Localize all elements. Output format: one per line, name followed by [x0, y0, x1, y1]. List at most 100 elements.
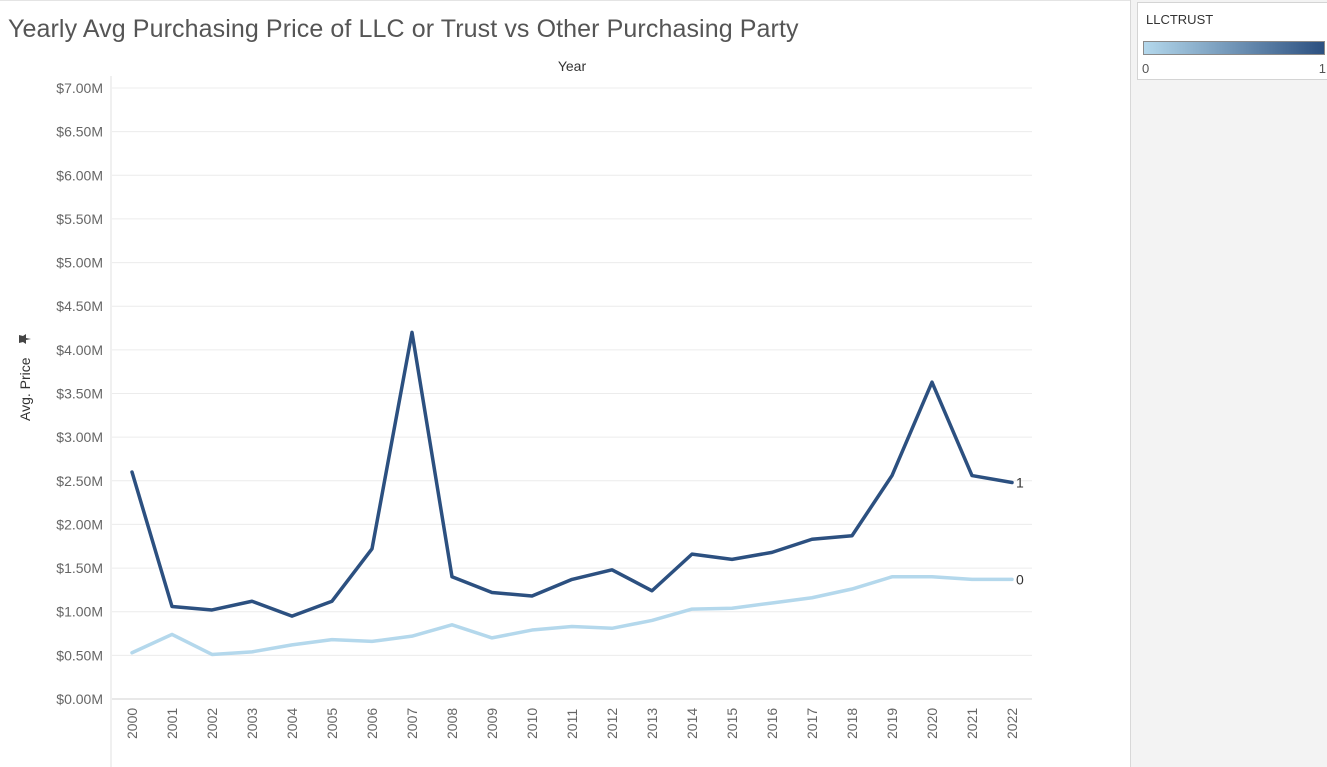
x-tick-label: 2008: [444, 708, 460, 739]
data-point[interactable]: [449, 622, 455, 628]
data-point[interactable]: [249, 649, 255, 655]
legend-gradient-bar: [1143, 41, 1325, 55]
top-border: [0, 0, 1130, 1]
color-legend[interactable]: LLCTRUST 0 1: [1137, 2, 1327, 80]
x-tick-label: 2019: [884, 708, 900, 739]
line-chart[interactable]: Year Avg. Price $0.00M $0.50M $1.00M $1.50M…: [0, 0, 1130, 767]
x-tick-label: 2010: [524, 708, 540, 739]
data-point[interactable]: [769, 600, 775, 606]
x-axis-ticks: 2000 2001 2002 2003 2004 2005 2006 2007 2008 2009…: [124, 708, 1020, 739]
x-tick-label: 2015: [724, 708, 740, 739]
data-point[interactable]: [169, 603, 175, 609]
data-point[interactable]: [649, 617, 655, 623]
data-point[interactable]: [889, 473, 895, 479]
right-pane: [1130, 0, 1327, 767]
data-point[interactable]: [809, 595, 815, 601]
x-tick-label: 2022: [1004, 708, 1020, 739]
legend-min-label: 0: [1142, 61, 1150, 76]
data-point[interactable]: [169, 631, 175, 637]
series-end-label: 1: [1016, 475, 1024, 491]
y-tick-label: $5.00M: [56, 255, 103, 271]
data-point[interactable]: [529, 593, 535, 599]
x-tick-label: 2002: [204, 708, 220, 739]
x-tick-label: 2005: [324, 708, 340, 739]
data-point[interactable]: [289, 642, 295, 648]
x-tick-label: 2001: [164, 708, 180, 739]
x-tick-label: 2011: [564, 709, 580, 739]
x-tick-label: 2006: [364, 708, 380, 739]
series-line-0[interactable]: [130, 575, 1014, 657]
series-end-labels: 01: [1016, 475, 1024, 588]
x-tick-label: 2009: [484, 708, 500, 739]
y-tick-label: $0.00M: [56, 691, 103, 707]
data-point[interactable]: [729, 605, 735, 611]
data-point[interactable]: [409, 633, 415, 639]
data-point[interactable]: [129, 469, 135, 475]
x-axis-header: Year: [558, 58, 587, 74]
data-point[interactable]: [529, 627, 535, 633]
data-point[interactable]: [329, 637, 335, 643]
data-point[interactable]: [329, 598, 335, 604]
data-point[interactable]: [729, 556, 735, 562]
y-tick-label: $3.00M: [56, 429, 103, 445]
pin-icon: [19, 334, 31, 344]
y-tick-label: $3.50M: [56, 386, 103, 402]
data-point[interactable]: [609, 625, 615, 631]
y-tick-label: $1.00M: [56, 604, 103, 620]
x-tick-label: 2016: [764, 708, 780, 739]
data-point[interactable]: [409, 329, 415, 335]
x-tick-label: 2021: [964, 708, 980, 739]
data-point[interactable]: [689, 551, 695, 557]
data-point[interactable]: [889, 574, 895, 580]
data-point[interactable]: [929, 379, 935, 385]
data-point[interactable]: [569, 624, 575, 630]
y-tick-label: $0.50M: [56, 647, 103, 663]
data-point[interactable]: [809, 536, 815, 542]
data-point[interactable]: [369, 638, 375, 644]
y-tick-label: $6.50M: [56, 124, 103, 140]
y-tick-label: $7.00M: [56, 80, 103, 96]
gridlines: [112, 87, 1032, 656]
y-tick-label: $4.00M: [56, 342, 103, 358]
data-point[interactable]: [849, 586, 855, 592]
series-line-1[interactable]: [130, 330, 1014, 618]
y-axis-title: Avg. Price: [17, 357, 33, 421]
x-tick-label: 2020: [924, 708, 940, 739]
data-point[interactable]: [209, 651, 215, 657]
data-point[interactable]: [449, 574, 455, 580]
x-tick-label: 2013: [644, 708, 660, 739]
data-point[interactable]: [569, 576, 575, 582]
x-tick-label: 2018: [844, 708, 860, 739]
data-point[interactable]: [209, 607, 215, 613]
data-point[interactable]: [1009, 576, 1015, 582]
data-point[interactable]: [489, 590, 495, 596]
data-point[interactable]: [969, 576, 975, 582]
data-point[interactable]: [489, 635, 495, 641]
x-tick-label: 2017: [804, 708, 820, 739]
data-point[interactable]: [929, 574, 935, 580]
data-point[interactable]: [849, 533, 855, 539]
data-point[interactable]: [969, 473, 975, 479]
y-tick-label: $5.50M: [56, 211, 103, 227]
y-tick-label: $2.00M: [56, 516, 103, 532]
legend-title: LLCTRUST: [1146, 12, 1214, 27]
data-point[interactable]: [649, 588, 655, 594]
x-tick-label: 2003: [244, 708, 260, 739]
data-point[interactable]: [689, 606, 695, 612]
data-point[interactable]: [289, 613, 295, 619]
series-end-label: 0: [1016, 571, 1024, 587]
series-lines[interactable]: [129, 329, 1015, 657]
x-tick-label: 2014: [684, 708, 700, 739]
x-tick-label: 2012: [604, 708, 620, 739]
x-tick-label: 2000: [124, 708, 140, 739]
x-tick-label: 2007: [404, 708, 420, 739]
data-point[interactable]: [609, 567, 615, 573]
y-tick-label: $2.50M: [56, 473, 103, 489]
data-point[interactable]: [1009, 480, 1015, 486]
y-tick-label: $4.50M: [56, 298, 103, 314]
data-point[interactable]: [769, 549, 775, 555]
data-point[interactable]: [369, 546, 375, 552]
x-tick-label: 2004: [284, 708, 300, 739]
data-point[interactable]: [249, 598, 255, 604]
data-point[interactable]: [129, 650, 135, 656]
